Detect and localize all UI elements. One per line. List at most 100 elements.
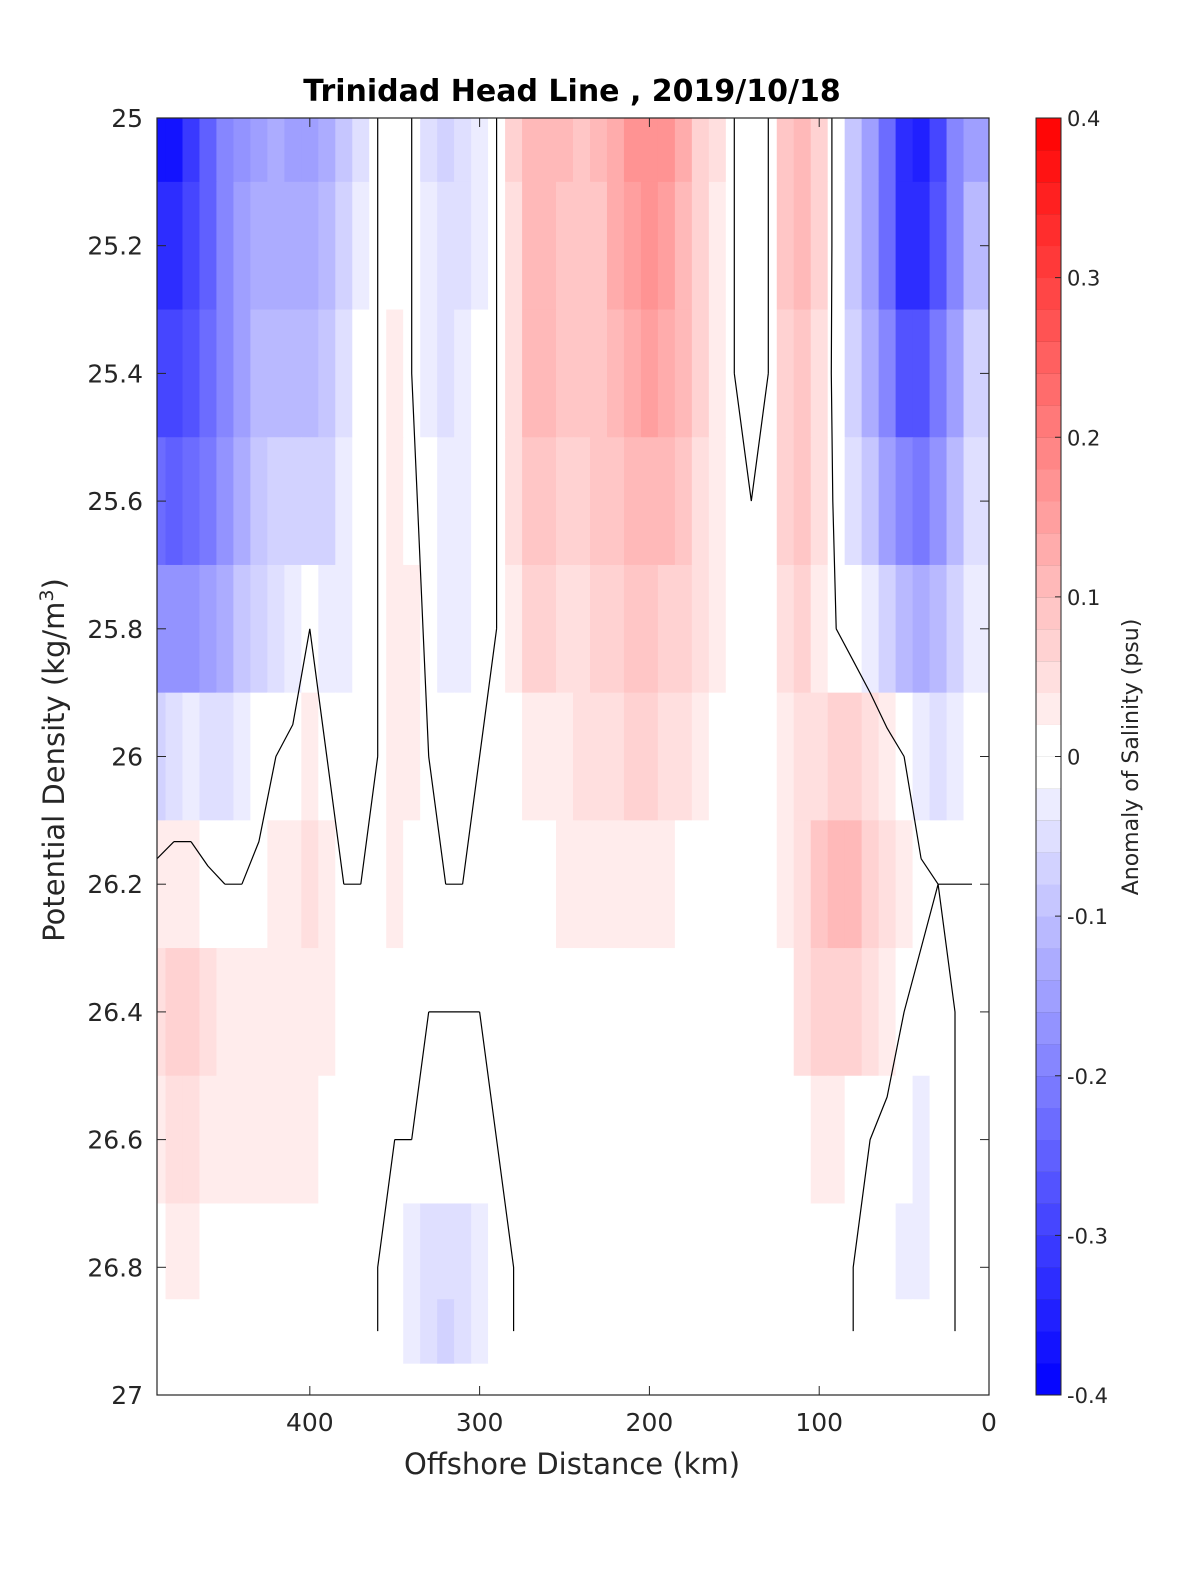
heatmap-cell xyxy=(386,1299,404,1364)
heatmap-cell xyxy=(199,1075,218,1205)
heatmap-cell xyxy=(827,948,846,1077)
heatmap-cell xyxy=(233,181,251,311)
heatmap-cell xyxy=(589,1299,608,1364)
heatmap-cell xyxy=(267,309,285,438)
heatmap-cell xyxy=(182,948,201,1077)
heatmap-cell xyxy=(522,564,540,694)
heatmap-cell xyxy=(165,692,184,821)
heatmap-cell xyxy=(335,437,353,566)
heatmap-cell xyxy=(708,1203,727,1300)
heatmap-cell xyxy=(182,820,201,949)
colorbar-swatch xyxy=(1036,213,1061,247)
salinity-anomaly-field xyxy=(157,118,989,1364)
heatmap-cell xyxy=(267,1075,285,1205)
heatmap-cell xyxy=(589,692,608,821)
heatmap-cell xyxy=(386,948,404,1077)
heatmap-cell xyxy=(827,118,846,183)
heatmap-cell xyxy=(386,564,404,694)
y-tick-label: 25.8 xyxy=(87,615,143,644)
heatmap-cell xyxy=(742,564,761,694)
heatmap-cell xyxy=(505,118,523,183)
heatmap-cell xyxy=(861,1299,880,1364)
heatmap-cell xyxy=(471,820,489,949)
heatmap-cell xyxy=(335,1203,353,1300)
heatmap-cell xyxy=(284,118,302,183)
heatmap-cell xyxy=(233,820,251,949)
heatmap-cell xyxy=(606,948,625,1077)
heatmap-cell xyxy=(742,1075,761,1205)
heatmap-cell xyxy=(878,181,897,311)
heatmap-cell xyxy=(589,1203,608,1300)
heatmap-cell xyxy=(522,948,540,1077)
heatmap-cell xyxy=(708,309,727,438)
heatmap-cell xyxy=(301,1299,319,1364)
heatmap-cell xyxy=(878,437,897,566)
heatmap-cell xyxy=(284,692,302,821)
heatmap-cell xyxy=(691,1075,710,1205)
heatmap-cell xyxy=(810,948,829,1077)
heatmap-cell xyxy=(556,820,574,949)
heatmap-cell xyxy=(157,1203,167,1300)
heatmap-cell xyxy=(810,1203,829,1300)
heatmap-cell xyxy=(776,564,795,694)
colorbar-swatch xyxy=(1036,916,1061,949)
heatmap-cell xyxy=(165,564,184,694)
heatmap-cell xyxy=(471,118,489,183)
heatmap-cell xyxy=(233,437,251,566)
heatmap-cell xyxy=(284,181,302,311)
heatmap-cell xyxy=(912,118,931,183)
heatmap-cell xyxy=(386,437,404,566)
heatmap-cell xyxy=(471,437,489,566)
y-tick-label: 26.8 xyxy=(87,1253,143,1282)
y-tick-label: 26.2 xyxy=(87,870,143,899)
heatmap-cell xyxy=(403,820,421,949)
heatmap-cell xyxy=(657,820,676,949)
heatmap-cell xyxy=(403,692,421,821)
heatmap-cell xyxy=(657,118,676,183)
y-tick-label: 25.6 xyxy=(87,487,143,516)
heatmap-cell xyxy=(708,437,727,566)
heatmap-cell xyxy=(623,564,642,694)
x-tick-label: 400 xyxy=(286,1408,334,1437)
heatmap-cell xyxy=(742,118,761,183)
heatmap-cell xyxy=(182,1203,201,1300)
heatmap-cell xyxy=(301,692,319,821)
heatmap-cell xyxy=(589,820,608,949)
heatmap-cell xyxy=(606,1075,625,1205)
heatmap-cell xyxy=(437,692,455,821)
colorbar-swatch xyxy=(1036,820,1061,853)
colorbar-swatch xyxy=(1036,628,1061,662)
colorbar-swatch xyxy=(1036,341,1061,374)
heatmap-cell xyxy=(861,309,880,438)
heatmap-cell xyxy=(912,1075,931,1205)
heatmap-cell xyxy=(912,692,931,821)
heatmap-cell xyxy=(691,948,710,1077)
heatmap-cell xyxy=(318,309,336,438)
heatmap-cell xyxy=(522,1075,540,1205)
heatmap-cell xyxy=(929,948,948,1077)
heatmap-cell xyxy=(301,181,319,311)
heatmap-cell xyxy=(844,1299,863,1364)
heatmap-cell xyxy=(165,118,184,183)
heatmap-cell xyxy=(505,820,523,949)
heatmap-cell xyxy=(335,564,353,694)
heatmap-cell xyxy=(539,437,557,566)
heatmap-cell xyxy=(742,692,761,821)
colorbar-swatch xyxy=(1036,724,1061,757)
heatmap-cell xyxy=(301,1203,319,1300)
heatmap-cell xyxy=(946,1299,965,1364)
heatmap-cell xyxy=(267,118,285,183)
heatmap-cell xyxy=(165,1203,184,1300)
heatmap-cell xyxy=(556,118,574,183)
heatmap-cell xyxy=(810,181,829,311)
heatmap-cell xyxy=(912,181,931,311)
heatmap-cell xyxy=(250,118,268,183)
colorbar-swatch xyxy=(1036,1299,1061,1332)
heatmap-cell xyxy=(522,181,540,311)
heatmap-cell xyxy=(471,1299,489,1364)
heatmap-cell xyxy=(539,1075,557,1205)
heatmap-cell xyxy=(182,437,201,566)
heatmap-cell xyxy=(522,692,540,821)
zero-contour-lines xyxy=(157,118,972,1332)
y-tick-label: 25.2 xyxy=(87,232,143,261)
